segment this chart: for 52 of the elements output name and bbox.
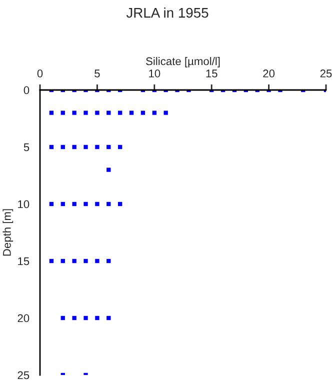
point	[49, 258, 54, 264]
x-tick-label: 0	[37, 70, 43, 78]
point	[84, 258, 88, 264]
point	[106, 168, 111, 172]
point	[95, 144, 100, 150]
point	[72, 144, 76, 150]
y-tick-label: 0	[24, 86, 30, 94]
point	[84, 316, 88, 320]
point	[106, 258, 111, 264]
point	[84, 144, 88, 150]
point	[49, 144, 54, 150]
point	[106, 202, 111, 206]
x-tick-label: 20	[263, 70, 275, 78]
point	[72, 110, 76, 115]
x-tick-label: 15	[206, 70, 218, 78]
point	[118, 110, 122, 115]
point	[95, 110, 100, 115]
x-tick-label: 10	[149, 70, 160, 78]
point	[60, 144, 65, 150]
point	[60, 316, 65, 320]
y-tick-label: 25	[18, 371, 30, 380]
y-tick-label: 20	[18, 314, 30, 322]
point	[152, 110, 156, 115]
chart-title: JRLA in 1955	[126, 8, 208, 18]
y-tick-label: 10	[18, 200, 30, 208]
point	[118, 144, 122, 150]
point	[60, 202, 65, 206]
point	[95, 316, 100, 320]
point	[106, 110, 111, 115]
x-tick-label: 25	[320, 70, 332, 78]
point	[95, 202, 100, 206]
point	[84, 202, 88, 206]
point	[60, 110, 65, 115]
point	[106, 316, 111, 320]
point	[49, 202, 54, 206]
point	[84, 110, 88, 115]
y-tick-label: 5	[24, 143, 30, 152]
point	[72, 258, 76, 264]
point	[95, 258, 100, 264]
point	[106, 144, 111, 150]
y-axis-title: Depth [m]	[2, 209, 14, 256]
point	[60, 258, 65, 264]
point	[118, 202, 122, 206]
point	[72, 202, 76, 206]
point	[140, 110, 146, 115]
point	[49, 110, 54, 115]
point	[72, 316, 76, 320]
x-axis-title: Silicate [µmol/l]	[146, 57, 220, 68]
y-tick-label: 15	[18, 257, 30, 266]
point	[164, 110, 168, 115]
point	[129, 110, 134, 115]
x-tick-label: 5	[94, 70, 100, 78]
